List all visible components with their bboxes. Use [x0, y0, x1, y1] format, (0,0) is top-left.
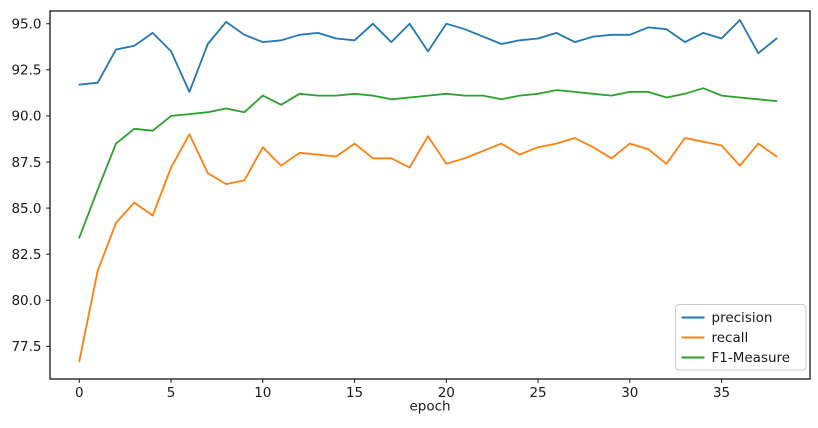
series-line-recall	[78, 133, 778, 363]
x-tick-15-label: 15	[346, 385, 363, 401]
y-axis-ticks: 77.5 80.0 82.5 85.0 87.5 90.0 92.5 95.0	[11, 17, 50, 355]
legend-label-f1-measure: F1-Measure	[712, 350, 791, 366]
x-tick-30-label: 30	[621, 385, 638, 401]
y-tick-87.5-label: 87.5	[11, 155, 41, 171]
x-tick-35-label: 35	[713, 385, 730, 401]
legend-item-precision: precision	[681, 310, 773, 326]
legend-frame	[675, 304, 807, 371]
y-tick-80.0-label: 80.0	[11, 293, 41, 309]
legend-item-recall: recall	[681, 330, 749, 346]
series-line-precision	[78, 19, 778, 93]
legend-label-recall: recall	[712, 330, 749, 346]
x-tick-10-label: 10	[254, 385, 271, 401]
axes-spines	[49, 10, 811, 380]
y-tick-77.5-label: 77.5	[11, 339, 41, 355]
legend-label-precision: precision	[712, 310, 773, 326]
legend-item-f1-measure: F1-Measure	[681, 350, 791, 366]
series-line-f1-measure	[78, 87, 778, 239]
y-tick-92.5-label: 92.5	[11, 63, 41, 79]
x-axis-label: epoch	[409, 399, 450, 415]
y-tick-95.0-label: 95.0	[11, 17, 41, 33]
x-tick-0-label: 0	[75, 385, 84, 401]
y-tick-85.0-label: 85.0	[11, 201, 41, 217]
legend: precision recall F1-Measure	[675, 304, 807, 371]
x-axis-ticks: 0 5 10 15 20 25 30 35	[75, 379, 730, 401]
x-tick-25-label: 25	[529, 385, 546, 401]
y-tick-82.5-label: 82.5	[11, 247, 41, 263]
x-tick-20-label: 20	[438, 385, 455, 401]
series-lines	[78, 19, 778, 363]
y-tick-90.0-label: 90.0	[11, 109, 41, 125]
x-tick-5-label: 5	[167, 385, 176, 401]
